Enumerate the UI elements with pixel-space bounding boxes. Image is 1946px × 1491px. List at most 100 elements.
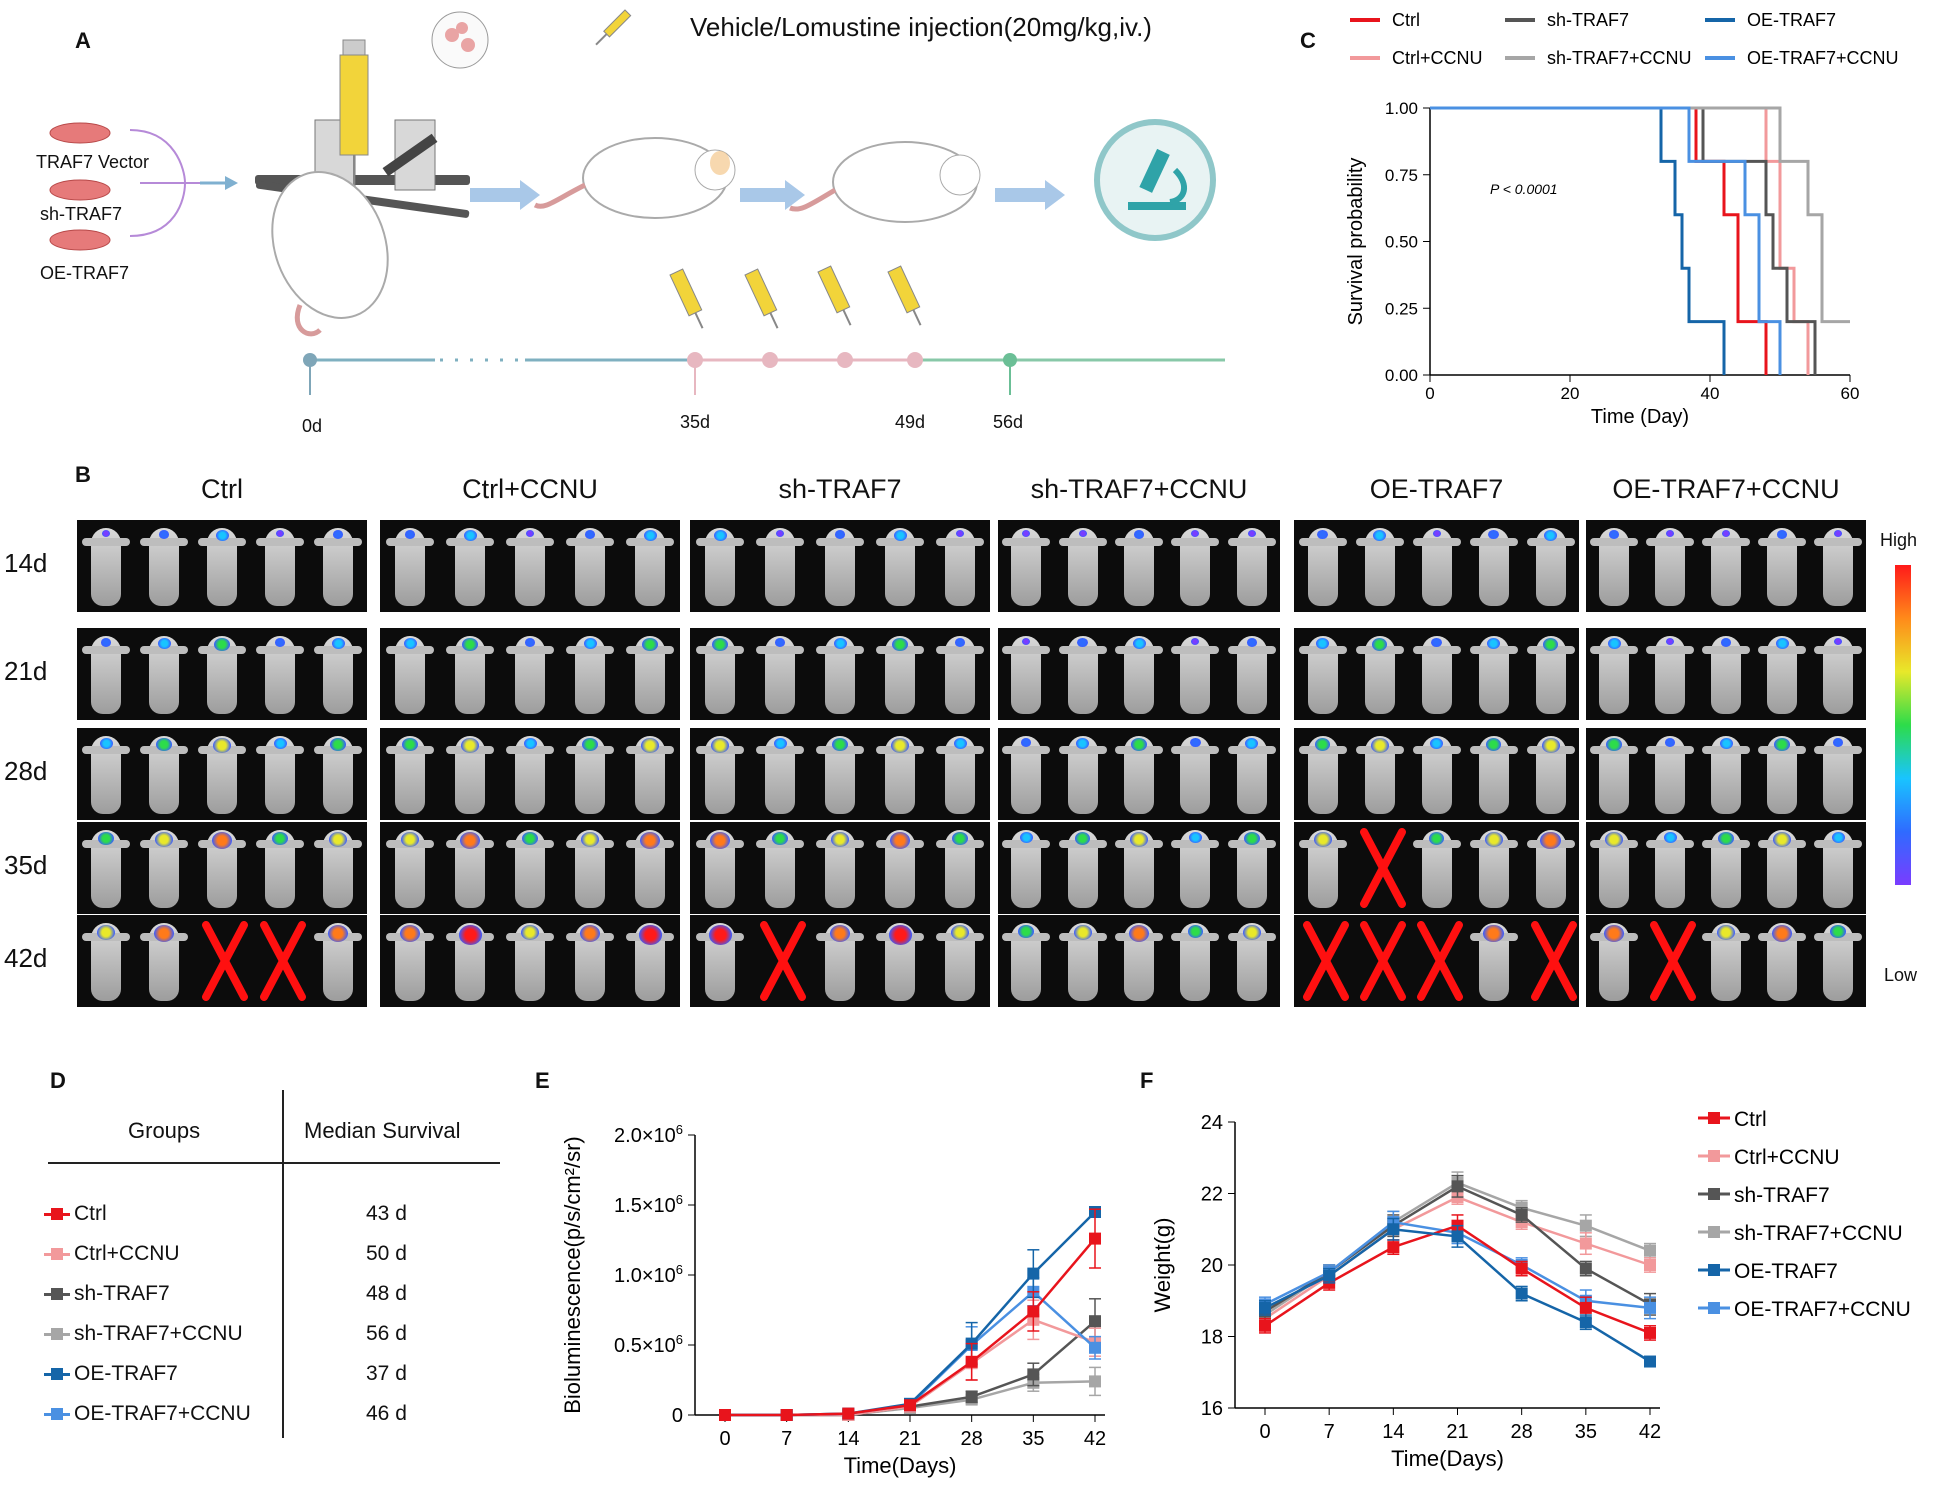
signal-spot	[1022, 638, 1031, 645]
table-median-value: 46 d	[366, 1402, 407, 1425]
signal-spot	[1077, 638, 1088, 647]
signal-spot	[332, 530, 344, 539]
legend-label: OE-TRAF7+CCNU	[1747, 48, 1899, 68]
day-label-28d: 28d	[4, 756, 48, 786]
signal-spot	[213, 738, 231, 754]
imaging-panel	[690, 520, 990, 612]
signal-spot	[581, 832, 599, 848]
imaging-panel	[998, 915, 1280, 1007]
signal-spot	[331, 638, 345, 650]
mouse-forelimbs	[566, 646, 614, 654]
culture-dish-icon	[49, 122, 111, 251]
y-tick-label: 0	[672, 1405, 683, 1427]
dead-mouse-x	[1359, 828, 1406, 908]
data-point-OE-TRAF7+CCNU	[1644, 1301, 1656, 1314]
signal-spot	[1488, 530, 1499, 539]
data-point-OE-TRAF7+CCNU	[1089, 1341, 1101, 1354]
x-stroke	[1359, 828, 1406, 908]
mouse-forelimbs	[1469, 538, 1518, 546]
signal-spot	[1133, 530, 1145, 539]
legend-marker	[51, 1408, 63, 1420]
day-label-21d: 21d	[4, 656, 48, 686]
data-point-OE-TRAF7	[1323, 1269, 1336, 1282]
x-tick-label: 0	[719, 1428, 730, 1450]
mouse-forelimbs	[386, 538, 434, 546]
y-axis-label: Weight(g)	[1150, 1218, 1175, 1313]
mouse-forelimbs	[816, 646, 864, 654]
mouse-forelimbs	[876, 538, 924, 546]
signal-spot	[521, 925, 539, 941]
signal-spot	[523, 738, 537, 750]
y-tick-label: 24	[1201, 1112, 1223, 1134]
y-axis-label: Survival probability	[1345, 158, 1367, 326]
series-line-sh-TRAF7	[1264, 1184, 1651, 1313]
signal-spot	[713, 530, 727, 542]
signal-spot	[582, 738, 598, 752]
x-axis-label: Time(Days)	[844, 1453, 957, 1478]
data-point-Ctrl	[1579, 1301, 1592, 1314]
mouse-forelimbs	[756, 646, 804, 654]
tick-exponent: 6	[676, 1332, 683, 1347]
signal-spot	[711, 738, 729, 754]
x-stroke	[1359, 921, 1406, 1001]
panel-a: Vehicle/Lomustine injection(20mg/kg,iv.)…	[0, 0, 1250, 440]
signal-spot	[399, 925, 421, 943]
data-point-Ctrl	[1259, 1319, 1271, 1332]
imaging-panel	[380, 915, 680, 1007]
imaging-panel	[380, 822, 680, 914]
y-tick-label: 0.75	[1385, 166, 1418, 185]
y-tick-label: 18	[1201, 1327, 1223, 1349]
signal-spot	[1834, 530, 1842, 537]
data-point-Ctrl	[1644, 1326, 1656, 1339]
table-median-value: 43 d	[366, 1202, 407, 1225]
cell-line-sh: sh-TRAF7	[40, 204, 123, 224]
legend-marker	[1708, 1226, 1720, 1238]
mouse-forelimbs	[566, 538, 614, 546]
signal-spot	[522, 832, 538, 846]
signal-spot	[1720, 638, 1732, 647]
imaging-panel	[690, 822, 990, 914]
signal-spot	[1313, 832, 1332, 848]
mouse-forelimbs	[1058, 746, 1107, 754]
day-label-14d: 14d	[4, 548, 48, 578]
legend-label: Ctrl+CCNU	[1392, 48, 1483, 68]
signal-spot	[772, 832, 788, 846]
mouse-forelimbs	[1355, 538, 1404, 546]
signal-spot	[1540, 832, 1561, 850]
signal-spot	[1245, 738, 1259, 750]
signal-spot	[833, 638, 847, 650]
dead-mouse-x	[760, 921, 806, 1001]
signal-spot	[954, 638, 966, 647]
mouse-forelimbs	[1002, 746, 1051, 754]
mouse-forelimbs	[140, 646, 188, 654]
data-point-OE-TRAF7	[1027, 1267, 1040, 1280]
imaging-panel	[1586, 822, 1866, 914]
signal-spot	[1246, 638, 1258, 647]
y-tick-label: 0.25	[1385, 299, 1418, 318]
signal-spot	[276, 530, 284, 537]
signal-spot	[211, 832, 233, 850]
x-stroke	[1650, 921, 1696, 1001]
imaging-panel	[77, 520, 367, 612]
table-median-value: 48 d	[366, 1282, 407, 1305]
signal-spot	[832, 738, 848, 752]
signal-spot	[1247, 530, 1256, 537]
mouse-forelimbs	[446, 538, 494, 546]
signal-spot	[156, 738, 172, 752]
mouse-forelimbs	[1227, 538, 1276, 546]
x-tick-label: 0	[1425, 384, 1434, 403]
data-point-Ctrl	[1027, 1305, 1040, 1318]
data-point-Ctrl	[719, 1409, 731, 1421]
mouse-forelimbs	[1646, 646, 1694, 654]
dead-mouse-x	[1530, 921, 1577, 1001]
x-tick-label: 14	[837, 1428, 859, 1450]
mouse-forelimbs	[506, 538, 554, 546]
dead-mouse-x	[1416, 921, 1463, 1001]
y-tick-label: 0.5×106	[614, 1332, 683, 1357]
dead-mouse-mark	[1648, 921, 1698, 1007]
mouse-forelimbs	[816, 538, 864, 546]
x-tick-label: 21	[899, 1428, 921, 1450]
signal-spot	[1606, 738, 1622, 752]
series-line-OE-TRAF7	[1264, 1228, 1651, 1363]
signal-spot	[1542, 638, 1559, 652]
